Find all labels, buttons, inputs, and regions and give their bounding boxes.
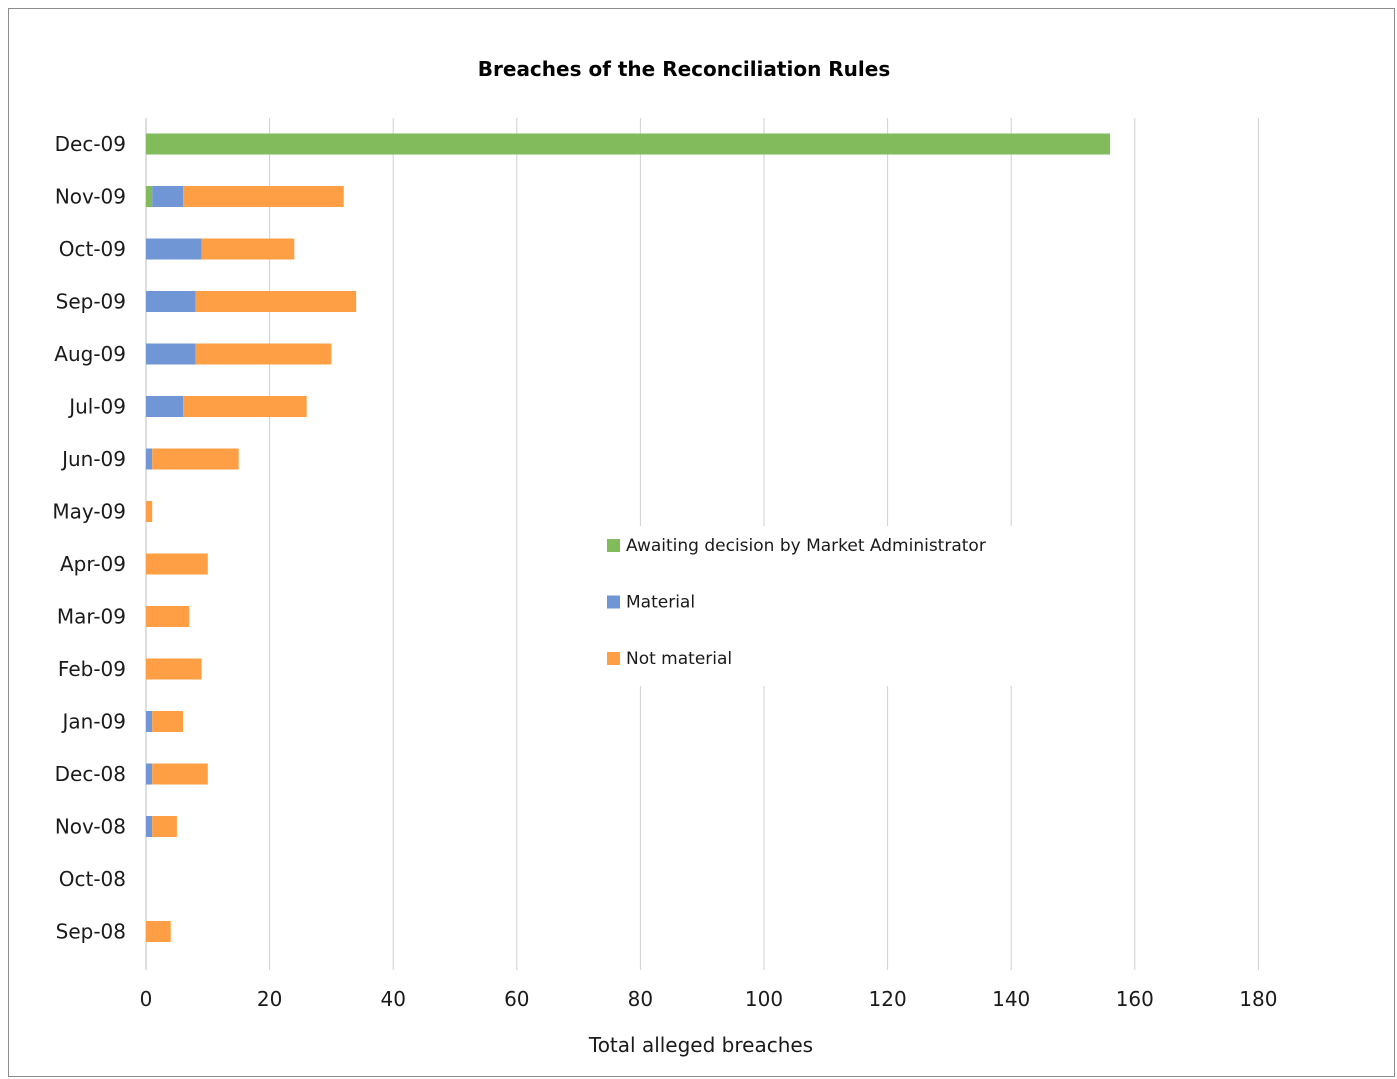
y-tick-label: Mar-09	[57, 605, 126, 629]
y-tick-label: Jan-09	[61, 710, 127, 734]
bar-segment	[146, 816, 153, 837]
x-axis-labels: 0 20 40 60 80 100 120 140 160 180	[140, 987, 1278, 1011]
legend-swatch	[607, 652, 620, 665]
bar-segment	[146, 133, 1111, 155]
bar-segment	[183, 396, 307, 417]
y-tick-label: May-09	[52, 500, 126, 524]
chart-title: Breaches of the Reconciliation Rules	[478, 57, 890, 81]
x-tick-label: 20	[257, 987, 282, 1011]
x-tick-label: 0	[140, 987, 153, 1011]
y-tick-label: Apr-09	[60, 552, 126, 576]
y-tick-label: Aug-09	[54, 342, 126, 366]
bar-segment	[146, 921, 171, 942]
y-tick-label: Feb-09	[58, 657, 126, 681]
y-tick-label: Dec-08	[55, 762, 126, 786]
legend-label: Awaiting decision by Market Administrato…	[626, 536, 986, 556]
bar-segment	[152, 711, 184, 732]
bar-segment	[146, 238, 202, 260]
x-tick-label: 140	[992, 987, 1030, 1011]
legend-label: Material	[626, 593, 695, 613]
legend-background	[596, 526, 1026, 686]
y-axis-labels: Dec-09 Nov-09 Oct-09 Sep-09 Aug-09 Jul-09 Jun-…	[52, 132, 126, 944]
y-tick-label: Sep-08	[56, 920, 126, 944]
bar-segment	[146, 396, 184, 417]
legend: Awaiting decision by Market Administrato…	[596, 526, 1026, 686]
y-tick-label: Sep-09	[56, 290, 126, 314]
x-axis-title: Total alleged breaches	[588, 1033, 813, 1057]
y-tick-label: Oct-08	[59, 867, 126, 891]
bar-segment	[146, 501, 153, 522]
bar-segment	[146, 553, 208, 575]
bar-segment	[152, 186, 184, 207]
bar-segment	[146, 606, 190, 627]
bar-segment	[201, 238, 295, 260]
x-tick-label: 160	[1116, 987, 1154, 1011]
bar-segment	[152, 448, 239, 470]
bar-segment	[195, 343, 332, 365]
y-tick-label: Oct-09	[59, 237, 126, 261]
legend-label: Not material	[626, 649, 732, 669]
bar-segment	[146, 711, 153, 732]
x-tick-label: 40	[380, 987, 405, 1011]
bar-segment	[146, 763, 153, 785]
bar-segment	[146, 291, 196, 312]
bar-segment	[146, 658, 202, 680]
y-tick-label: Nov-09	[55, 185, 126, 209]
x-tick-label: 180	[1239, 987, 1277, 1011]
gridlines	[145, 118, 1259, 970]
bar-segment	[152, 816, 177, 837]
y-tick-label: Dec-09	[55, 132, 126, 156]
bar-segment	[146, 448, 153, 470]
x-tick-label: 80	[628, 987, 653, 1011]
bar-segment	[152, 763, 208, 785]
bars	[146, 133, 1111, 942]
x-tick-label: 60	[504, 987, 529, 1011]
legend-swatch	[607, 595, 620, 609]
legend-swatch	[607, 539, 620, 552]
x-tick-label: 120	[869, 987, 907, 1011]
bar-segment	[146, 186, 153, 207]
bar-segment	[146, 343, 196, 365]
y-tick-label: Nov-08	[55, 815, 126, 839]
bar-segment	[183, 186, 344, 207]
y-tick-label: Jun-09	[60, 447, 126, 471]
y-tick-label: Jul-09	[67, 395, 126, 419]
bar-segment	[195, 291, 357, 312]
x-tick-label: 100	[745, 987, 783, 1011]
